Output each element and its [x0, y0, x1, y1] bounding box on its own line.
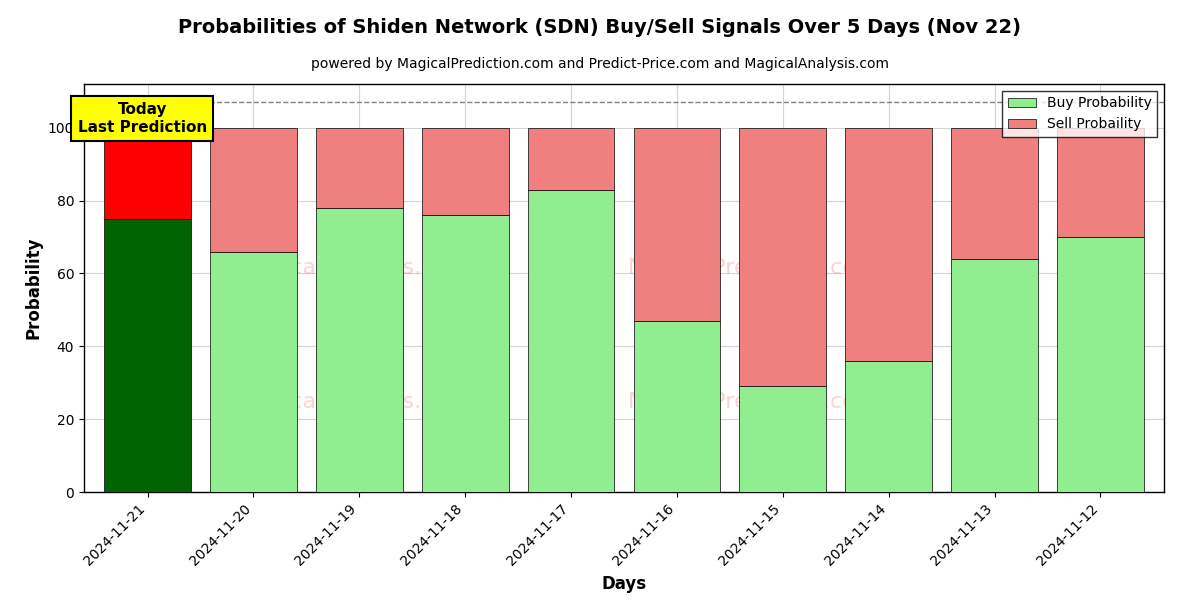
Bar	[952, 128, 1038, 259]
Bar	[845, 128, 932, 361]
Bar	[316, 208, 403, 492]
X-axis label: Days: Days	[601, 575, 647, 593]
Legend: Buy Probability, Sell Probaility: Buy Probability, Sell Probaility	[1002, 91, 1157, 137]
Bar	[845, 361, 932, 492]
Bar	[104, 219, 191, 492]
Bar	[316, 128, 403, 208]
Text: Today
Last Prediction: Today Last Prediction	[78, 102, 206, 134]
Bar	[952, 259, 1038, 492]
Text: powered by MagicalPrediction.com and Predict-Price.com and MagicalAnalysis.com: powered by MagicalPrediction.com and Pre…	[311, 57, 889, 71]
Bar	[1057, 237, 1144, 492]
Bar	[421, 128, 509, 215]
Bar	[421, 215, 509, 492]
Text: Probabilities of Shiden Network (SDN) Buy/Sell Signals Over 5 Days (Nov 22): Probabilities of Shiden Network (SDN) Bu…	[179, 18, 1021, 37]
Text: MagicalPrediction.com: MagicalPrediction.com	[629, 392, 878, 412]
Bar	[739, 128, 827, 386]
Text: MagicalAnalysis.com: MagicalAnalysis.com	[238, 257, 470, 278]
Bar	[210, 251, 296, 492]
Y-axis label: Probability: Probability	[24, 237, 42, 339]
Text: MagicalAnalysis.com: MagicalAnalysis.com	[238, 392, 470, 412]
Bar	[739, 386, 827, 492]
Bar	[634, 321, 720, 492]
Bar	[528, 128, 614, 190]
Bar	[634, 128, 720, 321]
Bar	[528, 190, 614, 492]
Text: MagicalPrediction.com: MagicalPrediction.com	[629, 257, 878, 278]
Bar	[104, 128, 191, 219]
Bar	[1057, 128, 1144, 237]
Bar	[210, 128, 296, 251]
